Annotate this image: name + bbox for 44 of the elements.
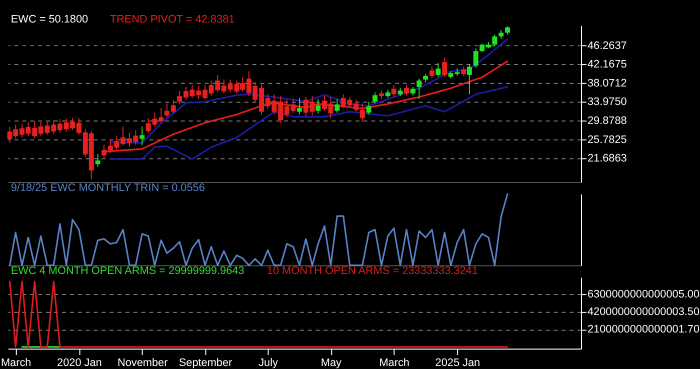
candlestick — [461, 66, 466, 76]
candlestick — [429, 66, 434, 80]
line-series — [110, 86, 508, 160]
x-tick-label: March — [0, 356, 32, 369]
candlestick — [473, 48, 478, 68]
y-tick-label: 21.6863 — [587, 152, 627, 165]
candlestick — [372, 92, 378, 104]
candlestick — [442, 57, 448, 78]
candlestick — [498, 29, 504, 40]
candlestick — [416, 78, 422, 100]
x-tick-label: September — [178, 356, 233, 369]
candlestick — [492, 34, 498, 47]
line-series — [110, 38, 508, 144]
x-tick-label: July — [258, 356, 278, 369]
x-tick-label: 2025 Jan — [435, 356, 480, 369]
candlestick — [95, 154, 100, 168]
x-tick-label: March — [379, 356, 410, 369]
y-tick-label: 33.9750 — [587, 96, 627, 108]
y-tick-label: 2100000000000001.70 — [587, 324, 700, 336]
x-tick-label: May — [320, 356, 342, 369]
candlestick — [436, 62, 441, 78]
y-tick-label: 25.7825 — [587, 134, 627, 146]
x-tick-label: November — [117, 356, 168, 369]
y-tick-label: 42.1675 — [587, 58, 627, 71]
y-tick-label: 38.0712 — [587, 77, 627, 90]
text: 10 MONTH OPEN ARMS = 23333333.3241 — [266, 265, 478, 278]
text: TREND PIVOT = 42.8381 — [110, 13, 235, 26]
text: 9/18/25 EWC MONTHLY TRIN = 0.0556 — [10, 182, 205, 194]
y-tick-label: 46.2637 — [587, 40, 627, 52]
candlestick — [140, 126, 145, 146]
candlestick — [296, 97, 302, 115]
y-tick-label: 6300000000000005.00 — [587, 288, 700, 300]
y-tick-label: 29.8788 — [587, 115, 627, 128]
candlestick — [404, 84, 409, 96]
candlestick — [466, 63, 472, 95]
candlestick — [316, 98, 321, 114]
candlestick — [334, 98, 340, 114]
y-tick-label: 4200000000000003.50 — [587, 306, 700, 318]
chart-title: EWC = 50.1800 — [10, 13, 88, 26]
text: EWC 4 MONTH OPEN ARMS = 29999999.9643 — [10, 265, 244, 278]
candlestick — [360, 102, 365, 122]
candlestick — [366, 101, 372, 115]
x-tick-label: 2020 Jan — [57, 356, 102, 369]
candlestick — [391, 84, 396, 98]
